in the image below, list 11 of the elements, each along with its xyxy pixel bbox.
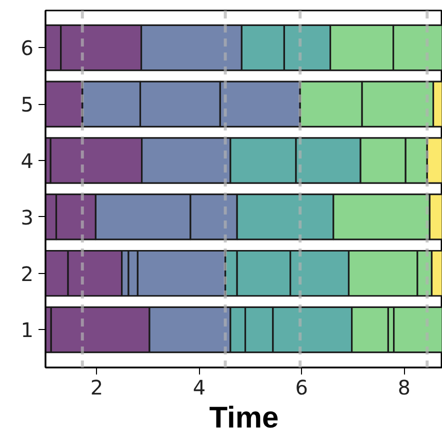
x-tick-label: 6 [295,376,308,400]
y-tick-label: 4 [20,149,34,174]
y-tick-label: 2 [20,262,34,286]
x-tick-label: 8 [398,376,410,400]
y-tick-label: 1 [20,318,34,342]
x-tick-label: 2 [90,376,104,400]
y-tick-label: 6 [20,36,34,60]
y-tick-label: 3 [20,205,34,230]
x-tick-label: 4 [192,376,206,400]
x-axis-title: Time [209,402,279,434]
y-tick-label: 5 [20,92,34,117]
